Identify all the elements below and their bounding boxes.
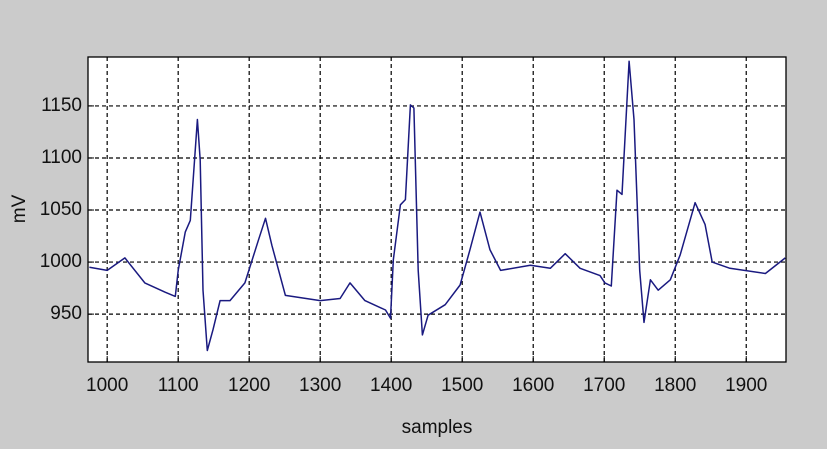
x-tick-label: 1900 [725, 375, 767, 396]
x-tick-label: 1700 [583, 375, 625, 396]
x-tick-label: 1800 [654, 375, 696, 396]
y-tick-label: 1150 [41, 95, 82, 116]
x-tick-label: 1300 [299, 375, 341, 396]
plot-layer [88, 57, 786, 362]
x-tick-label: 1400 [370, 375, 412, 396]
x-tick-label: 1200 [228, 375, 270, 396]
x-tick-label: 1000 [86, 375, 128, 396]
x-tick-label: 1100 [158, 375, 199, 396]
x-tick-label: 1600 [512, 375, 554, 396]
x-tick-label: 1500 [441, 375, 483, 396]
y-tick-label: 1050 [40, 199, 82, 220]
y-axis-label: mV [9, 194, 30, 223]
x-axis-label: samples [402, 417, 473, 438]
y-tick-label: 1100 [41, 147, 82, 168]
y-tick-label: 1000 [40, 251, 82, 272]
plot-frame [87, 56, 787, 363]
y-tick-label: 950 [50, 303, 82, 324]
plot-area [88, 57, 786, 362]
data-line [89, 60, 786, 352]
